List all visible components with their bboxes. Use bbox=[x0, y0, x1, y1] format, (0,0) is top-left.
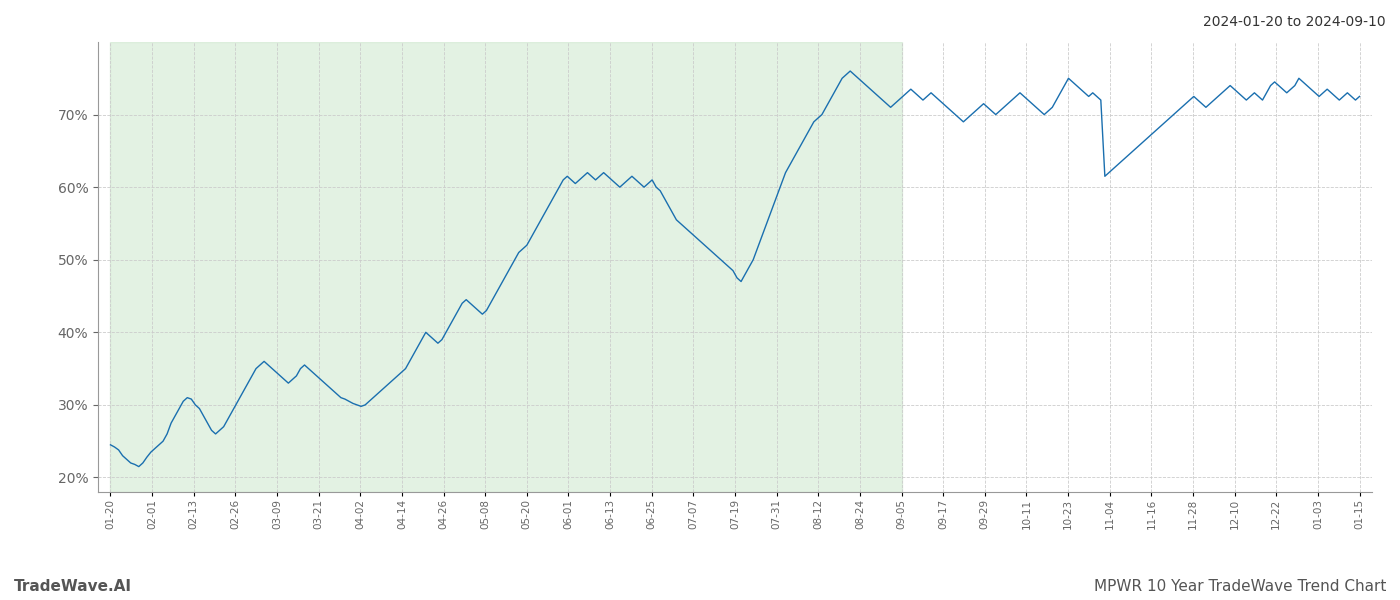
Bar bbox=[111, 42, 902, 492]
Text: TradeWave.AI: TradeWave.AI bbox=[14, 579, 132, 594]
Text: MPWR 10 Year TradeWave Trend Chart: MPWR 10 Year TradeWave Trend Chart bbox=[1093, 579, 1386, 594]
Text: 2024-01-20 to 2024-09-10: 2024-01-20 to 2024-09-10 bbox=[1204, 15, 1386, 29]
